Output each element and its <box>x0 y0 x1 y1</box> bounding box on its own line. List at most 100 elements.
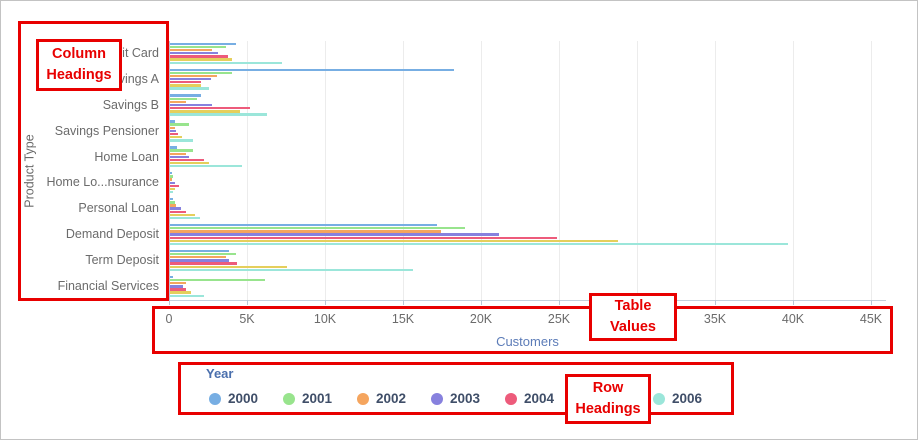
bar-2001-savings-a[interactable] <box>170 71 233 75</box>
category-label: Home Loan <box>94 149 159 164</box>
gridline <box>481 41 482 300</box>
bar-2001-demand-deposit[interactable] <box>170 227 465 230</box>
bar-2002-financial-services[interactable] <box>170 282 186 285</box>
bar-2006-term-deposit[interactable] <box>170 268 414 272</box>
legend-dot-icon <box>283 392 295 405</box>
legend-dot-icon <box>653 392 665 405</box>
x-tick-label: 5K <box>239 312 255 326</box>
bar-2004-demand-deposit[interactable] <box>170 236 557 239</box>
bar-2006-home-lo-nsurance[interactable] <box>170 191 174 194</box>
bar-2001-home-lo-nsurance[interactable] <box>170 175 174 178</box>
bar-2003-financial-services[interactable] <box>170 285 184 288</box>
legend-item-2006[interactable]: 2006 <box>653 391 702 406</box>
bar-2000-home-loan[interactable] <box>170 146 178 149</box>
bar-2003-term-deposit[interactable] <box>170 259 230 262</box>
bar-2002-home-lo-nsurance[interactable] <box>170 178 172 181</box>
bar-2002-savings-pensioner[interactable] <box>170 126 175 129</box>
bar-2002-home-loan[interactable] <box>170 152 186 155</box>
bar-2003-home-loan[interactable] <box>170 155 189 159</box>
bar-2006-savings-a[interactable] <box>170 87 209 90</box>
bar-2000-savings-b[interactable] <box>170 94 202 97</box>
bar-2004-home-loan[interactable] <box>170 158 205 162</box>
bar-2005-home-loan[interactable] <box>170 161 209 165</box>
category-label: Demand Deposit <box>65 227 159 242</box>
bar-2000-savings-a[interactable] <box>170 68 454 71</box>
bar-2000-personal-loan[interactable] <box>170 198 174 201</box>
bar-2005-savings-b[interactable] <box>170 110 241 113</box>
bar-2003-demand-deposit[interactable] <box>170 233 500 236</box>
bar-2001-home-loan[interactable] <box>170 149 194 152</box>
bar-2005-personal-loan[interactable] <box>170 213 195 217</box>
bar-2005-demand-deposit[interactable] <box>170 239 618 243</box>
bar-2003-home-lo-nsurance[interactable] <box>170 181 175 184</box>
bar-2001-savings-pensioner[interactable] <box>170 123 189 126</box>
bar-2002-savings-a[interactable] <box>170 74 217 78</box>
bar-2003-savings-a[interactable] <box>170 77 211 81</box>
bar-2005-home-lo-nsurance[interactable] <box>170 187 176 191</box>
legend-item-label: 2006 <box>672 391 703 406</box>
bar-2004-savings-b[interactable] <box>170 107 250 110</box>
bar-2003-credit-card[interactable] <box>170 52 219 55</box>
legend-dot-icon <box>209 392 221 405</box>
bar-2000-demand-deposit[interactable] <box>170 223 437 227</box>
bar-2003-savings-b[interactable] <box>170 103 213 107</box>
legend-item-2000[interactable]: 2000 <box>209 391 258 406</box>
bar-2005-savings-pensioner[interactable] <box>170 136 183 139</box>
bar-2000-home-lo-nsurance[interactable] <box>170 172 173 175</box>
bar-2005-savings-a[interactable] <box>170 84 202 87</box>
bar-2006-financial-services[interactable] <box>170 294 205 297</box>
x-axis-tick <box>403 300 404 305</box>
legend-item-2001[interactable]: 2001 <box>283 391 332 406</box>
x-tick-label: 25K <box>547 312 571 326</box>
gridline <box>247 41 248 300</box>
category-label: Home Lo...nsurance <box>46 175 159 190</box>
bar-2002-credit-card[interactable] <box>170 48 213 52</box>
bar-2004-credit-card[interactable] <box>170 55 228 58</box>
row-headings-annotation-text: Row Headings <box>575 379 641 417</box>
bar-2001-credit-card[interactable] <box>170 45 227 49</box>
bar-2001-savings-b[interactable] <box>170 97 197 100</box>
legend-item-label: 2000 <box>228 391 259 406</box>
bar-2001-personal-loan[interactable] <box>170 201 175 204</box>
bar-2006-demand-deposit[interactable] <box>170 242 788 246</box>
bar-2005-term-deposit[interactable] <box>170 265 287 268</box>
bar-2002-demand-deposit[interactable] <box>170 230 442 233</box>
bar-2000-credit-card[interactable] <box>170 42 236 45</box>
category-label: Financial Services <box>57 279 159 294</box>
bar-2002-savings-b[interactable] <box>170 100 186 104</box>
bar-2003-savings-pensioner[interactable] <box>170 129 177 133</box>
bar-2002-personal-loan[interactable] <box>170 204 177 207</box>
bar-2000-term-deposit[interactable] <box>170 249 230 253</box>
bar-2004-home-lo-nsurance[interactable] <box>170 184 179 188</box>
bar-2006-savings-b[interactable] <box>170 113 267 116</box>
x-axis-tick <box>481 300 482 305</box>
bar-2004-savings-pensioner[interactable] <box>170 132 178 136</box>
legend-item-2003[interactable]: 2003 <box>431 391 480 406</box>
bar-2006-savings-pensioner[interactable] <box>170 139 194 142</box>
bar-2001-financial-services[interactable] <box>170 278 266 282</box>
bar-2001-term-deposit[interactable] <box>170 252 236 256</box>
bar-2006-credit-card[interactable] <box>170 61 283 64</box>
bar-2000-financial-services[interactable] <box>170 275 174 279</box>
legend-dot-icon <box>505 392 517 405</box>
legend-dot-icon <box>357 392 369 405</box>
bar-2000-savings-pensioner[interactable] <box>170 120 175 123</box>
bar-2006-home-loan[interactable] <box>170 165 242 168</box>
bar-2004-personal-loan[interactable] <box>170 210 186 213</box>
bar-2005-financial-services[interactable] <box>170 291 192 294</box>
x-axis-title: Customers <box>496 334 559 349</box>
bar-2004-savings-a[interactable] <box>170 81 202 84</box>
legend-item-2002[interactable]: 2002 <box>357 391 406 406</box>
bar-2003-personal-loan[interactable] <box>170 207 181 210</box>
gridline <box>793 41 794 300</box>
gridline <box>559 41 560 300</box>
bar-2004-financial-services[interactable] <box>170 288 187 291</box>
bar-2005-credit-card[interactable] <box>170 58 233 61</box>
bar-2006-personal-loan[interactable] <box>170 216 200 220</box>
bar-2004-term-deposit[interactable] <box>170 262 238 265</box>
table-values-annotation: Table Values <box>589 293 677 341</box>
bar-2002-term-deposit[interactable] <box>170 256 227 259</box>
legend-item-2004[interactable]: 2004 <box>505 391 554 406</box>
table-values-annotation-text: Table Values <box>610 297 656 335</box>
